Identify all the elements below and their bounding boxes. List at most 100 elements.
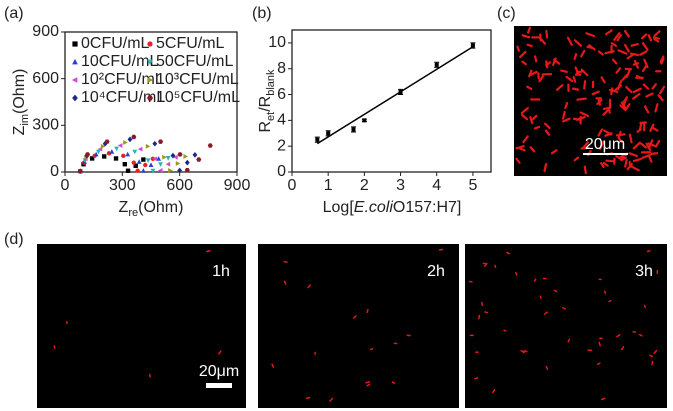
bacterium — [623, 43, 630, 53]
x-axis-label: Log[E.coliO157:H7] — [323, 199, 462, 216]
legend-label: 10³CFU/mL — [156, 71, 239, 88]
bacterium — [607, 107, 611, 114]
bacterium — [567, 338, 571, 343]
bacterium — [626, 162, 633, 171]
bacterium — [545, 60, 549, 69]
x-tick-label: 0 — [288, 177, 297, 194]
bacterium — [640, 33, 648, 40]
bacterium — [579, 111, 590, 117]
bacterium — [562, 307, 567, 310]
data-point — [101, 154, 107, 159]
bacterium — [660, 57, 665, 65]
data-point — [398, 89, 403, 94]
data-point — [102, 140, 108, 147]
bacterium — [648, 155, 653, 163]
data-point — [122, 162, 128, 167]
bacterium — [628, 133, 633, 144]
data-point — [158, 162, 163, 167]
micrograph — [258, 244, 459, 408]
data-point — [168, 168, 173, 173]
bacterium — [610, 42, 618, 47]
data-point — [132, 149, 138, 155]
bacterium — [526, 85, 533, 90]
bacterium — [613, 32, 621, 41]
bacterium — [591, 90, 600, 96]
bacterium — [630, 42, 639, 47]
x-axis-label: Zre(Ohm) — [119, 199, 184, 219]
legend-marker — [72, 94, 78, 102]
data-point — [93, 151, 99, 157]
bacterium — [639, 142, 648, 149]
bacterium — [526, 26, 532, 34]
bacterium — [365, 381, 371, 384]
data-point — [104, 139, 110, 144]
bacterium — [366, 383, 371, 387]
x-tick-label: 300 — [109, 177, 136, 194]
x-tick-label: 900 — [224, 177, 251, 194]
bacterium — [630, 165, 640, 172]
bacterium — [632, 157, 642, 163]
bacterium — [653, 38, 660, 43]
legend-label: 10²CFU/mL — [81, 71, 164, 88]
data-point — [123, 140, 128, 145]
bacterium — [545, 365, 549, 370]
data-point — [131, 160, 136, 165]
bacterium — [518, 147, 526, 152]
bacterium — [604, 29, 613, 36]
bacterium — [528, 69, 533, 78]
data-point — [152, 156, 158, 162]
y-tick-label: 900 — [32, 23, 59, 40]
bacterium — [531, 114, 538, 121]
panel-label: (b) — [252, 5, 272, 22]
bacterium — [654, 139, 661, 148]
bacterium — [218, 350, 222, 355]
bacterium — [617, 80, 623, 91]
y-tick-label: 600 — [32, 70, 59, 87]
bacterium — [566, 36, 573, 46]
legend-label: 10⁴CFU/mL — [81, 89, 165, 106]
bacterium — [632, 87, 642, 93]
panel-label: (a) — [4, 5, 24, 22]
bacterium — [519, 50, 527, 59]
data-point — [351, 127, 356, 132]
data-point — [165, 161, 171, 167]
bacterium — [494, 264, 497, 268]
bacterium — [597, 50, 604, 56]
bacterium — [539, 295, 542, 299]
bacterium — [638, 333, 643, 337]
data-point — [326, 131, 331, 136]
fit-line — [316, 46, 474, 145]
bacterium — [620, 346, 625, 351]
bacterium — [653, 349, 658, 354]
bacterium — [544, 122, 551, 130]
bacterium — [573, 39, 583, 47]
panel-label: (d) — [4, 231, 24, 248]
data-point — [157, 168, 163, 173]
bacterium — [603, 129, 613, 136]
micrograph — [465, 244, 667, 408]
bacterium — [565, 75, 574, 83]
bacterium — [520, 113, 529, 121]
data-point — [109, 149, 115, 154]
bacterium — [352, 315, 357, 319]
bacterium — [552, 57, 557, 66]
legend-label: 5CFU/mL — [156, 35, 225, 52]
data-point — [362, 118, 367, 123]
bacterium — [616, 33, 623, 42]
legend-label: 0CFU/mL — [81, 35, 150, 52]
bacterium — [622, 98, 627, 108]
legend-label: 10⁵CFU/mL — [156, 89, 240, 106]
legend-marker — [147, 59, 153, 66]
data-point — [137, 146, 143, 152]
bacterium — [533, 125, 541, 130]
data-point — [117, 143, 123, 148]
bacterium — [624, 103, 631, 112]
bacterium — [560, 69, 568, 73]
x-tick-label: 0 — [61, 177, 70, 194]
bacterium — [582, 141, 590, 149]
x-tick-label: 4 — [432, 177, 441, 194]
bacterium — [625, 69, 631, 79]
bacterium — [391, 381, 396, 384]
data-point — [175, 161, 181, 166]
bacterium — [571, 87, 580, 91]
